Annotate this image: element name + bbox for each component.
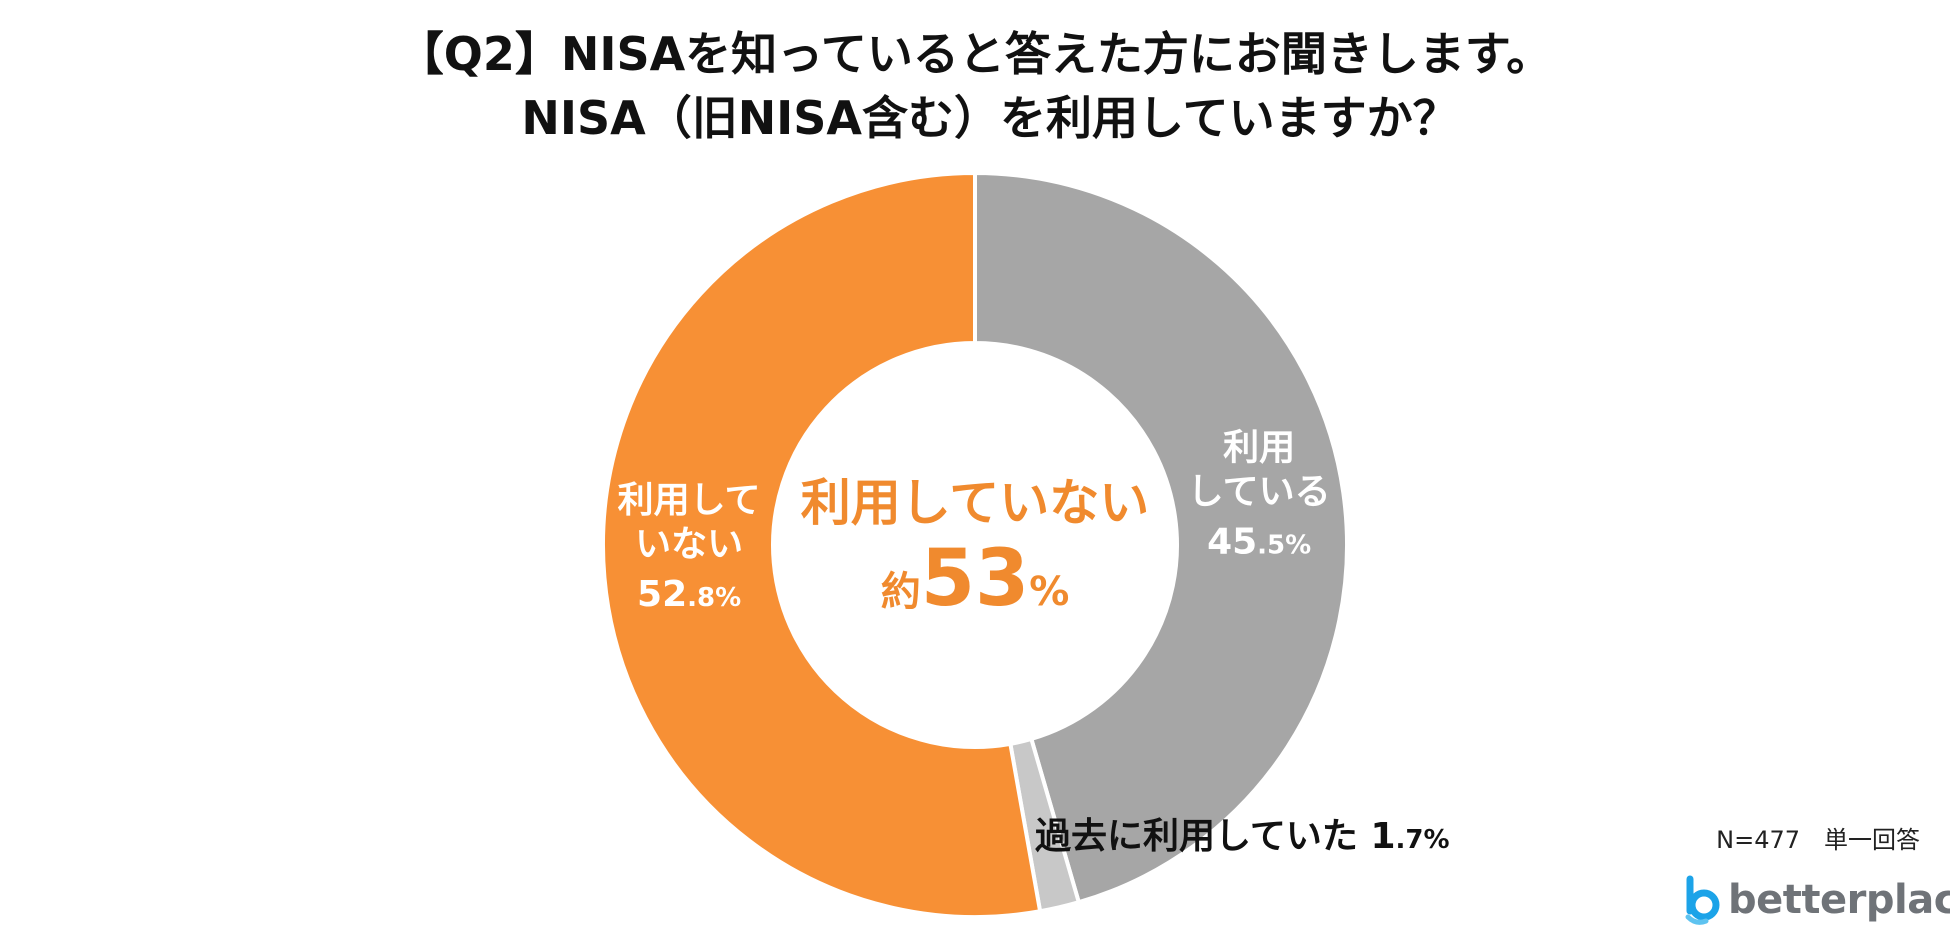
betterplace-logo-icon xyxy=(1685,875,1720,925)
chart-title-line2: NISA（旧NISA含む）を利用していますか？ xyxy=(521,91,1459,145)
donut-slice-2 xyxy=(601,170,1043,919)
slice-label-1-value: 1 xyxy=(1370,816,1395,857)
slice-label-0-name-0: 利用 xyxy=(1223,428,1295,469)
slice-label-2-name-0: 利用して xyxy=(618,480,761,521)
slice-label-2-value: 52.8% xyxy=(637,574,741,615)
betterplace-logo: betterplace xyxy=(1682,872,1950,928)
donut-slices xyxy=(601,170,1349,919)
sample-size-note: N=477 単一回答 xyxy=(1716,826,1920,854)
betterplace-logo-text: betterplace xyxy=(1728,877,1950,923)
slice-label-1-name-0: 過去に利用していた 1.7% xyxy=(1035,816,1450,857)
center-label: 利用していない 約53% xyxy=(801,474,1150,624)
chart-title-line1: 【Q2】NISAを知っていると答えた方にお聞きします。 xyxy=(397,27,1553,81)
center-label-number: 53 xyxy=(921,534,1030,624)
slice-label-0-name-1: している xyxy=(1188,472,1331,513)
slice-label-0-value: 45.5% xyxy=(1207,522,1311,563)
center-label-value: 約53% xyxy=(881,534,1070,624)
donut-slice-0 xyxy=(973,170,1349,905)
center-label-title: 利用していない xyxy=(801,474,1150,532)
center-label-prefix: 約 xyxy=(881,569,921,615)
chart-title: 【Q2】NISAを知っていると答えた方にお聞きします。 NISA（旧NISA含む… xyxy=(0,22,1950,150)
slice-label-2: 利用していない 52.8% xyxy=(618,480,761,615)
slice-label-2-name-1: いない xyxy=(635,524,743,565)
slice-label-1: 過去に利用していた 1.7% xyxy=(1035,816,1450,857)
center-label-unit: % xyxy=(1029,569,1069,615)
